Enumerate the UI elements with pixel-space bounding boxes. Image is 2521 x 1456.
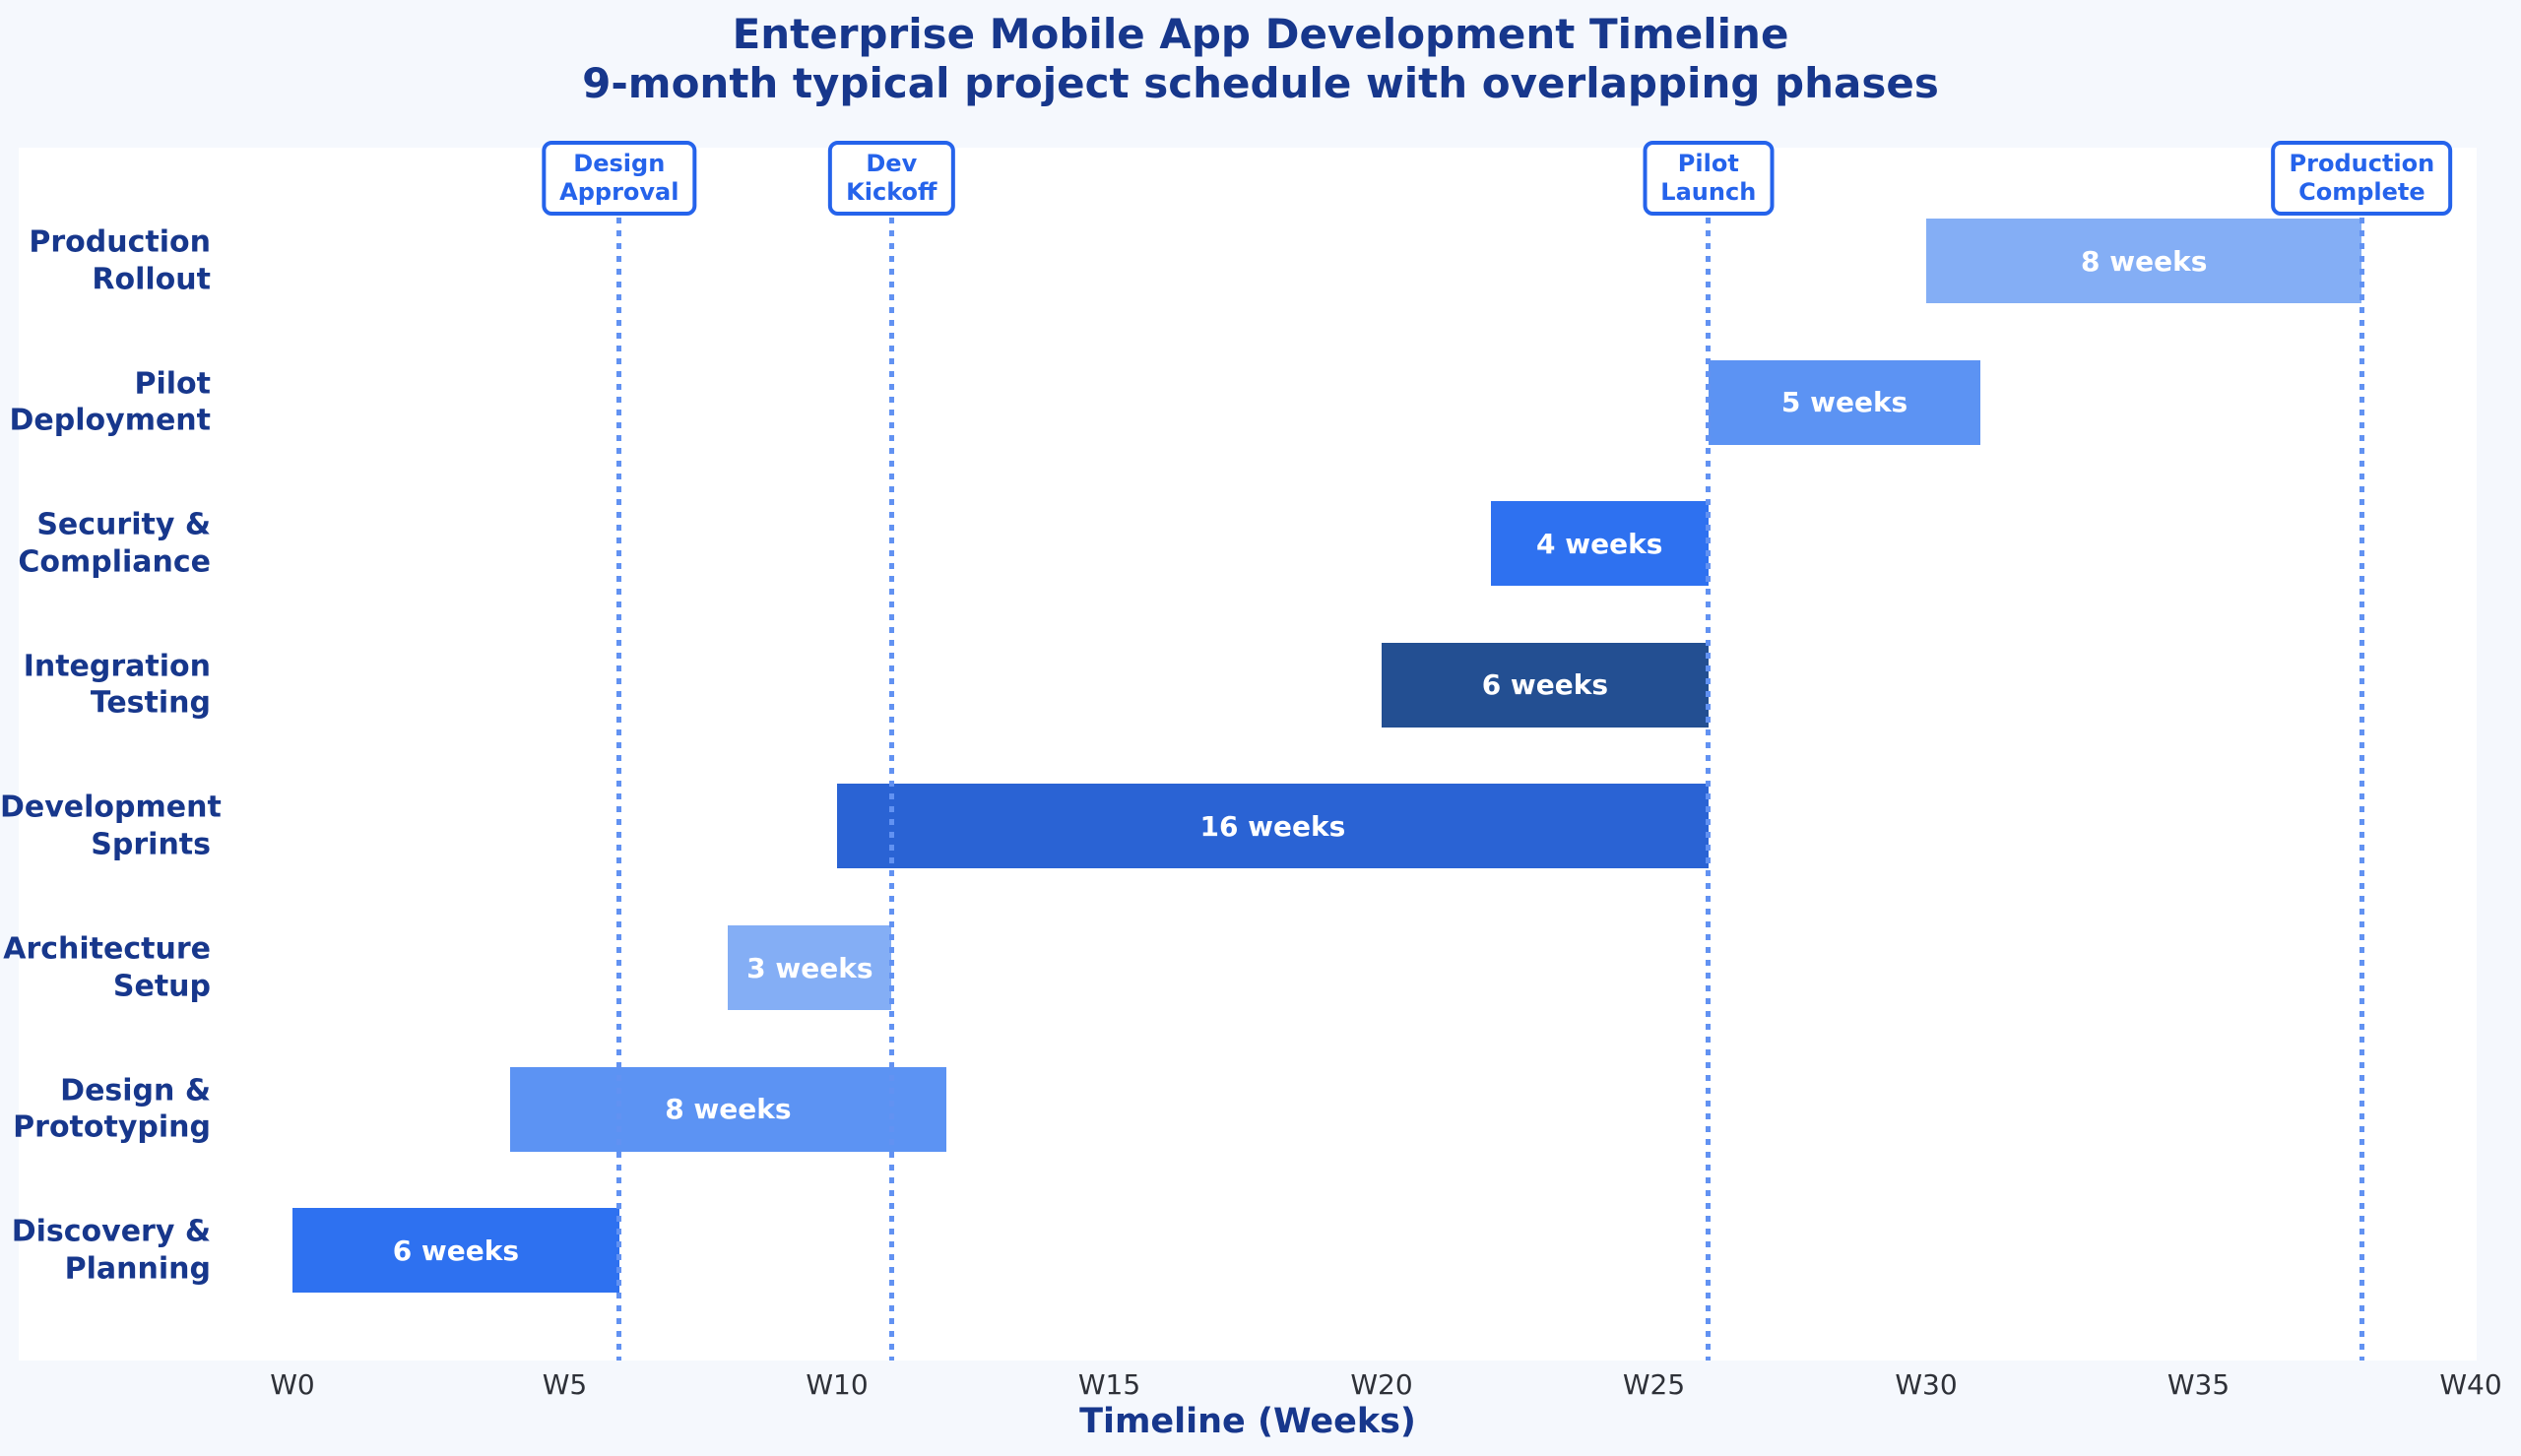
milestone-flag-line: Production (2289, 150, 2435, 177)
x-tick-label: W15 (1077, 1368, 1141, 1401)
milestone-flag: Pilot Launch (1643, 141, 1775, 216)
milestone-flag: Dev Kickoff (828, 141, 955, 216)
milestone-flag-line: Complete (2298, 177, 2425, 206)
category-label: Production Rollout (0, 224, 211, 298)
category-label-line: Sprints (91, 827, 211, 862)
chart-title: Enterprise Mobile App Development Timeli… (732, 10, 1789, 58)
milestone-flag-line: Launch (1660, 177, 1757, 206)
x-tick-label: W10 (806, 1368, 869, 1401)
category-label: Discovery & Planning (0, 1214, 211, 1288)
category-label-line: Compliance (18, 544, 211, 580)
milestone-line (888, 205, 894, 1361)
category-label-line: Pilot (134, 366, 211, 402)
gantt-bar: 4 weeks (1490, 501, 1709, 587)
milestone-line (616, 205, 622, 1361)
x-tick-label: W35 (2166, 1368, 2230, 1401)
gantt-bar: 8 weeks (1926, 219, 2362, 303)
category-label-line: Integration (23, 649, 211, 684)
bar-duration-label: 5 weeks (1780, 386, 1908, 419)
x-tick-label: W30 (1895, 1368, 1958, 1401)
gantt-bar: 3 weeks (728, 925, 892, 1010)
category-label: Development Sprints (0, 790, 222, 863)
milestone-line (2359, 205, 2364, 1361)
gantt-bar: 6 weeks (1382, 642, 1709, 728)
category-label-line: Planning (64, 1251, 211, 1287)
milestone-flag: Production Complete (2271, 141, 2453, 216)
category-label-line: Rollout (92, 262, 211, 296)
x-tick-label: W0 (270, 1368, 315, 1401)
milestone-line (1706, 205, 1712, 1361)
category-label: Security & Compliance (0, 507, 211, 581)
x-tick-label: W25 (1622, 1368, 1686, 1401)
category-label-line: Setup (112, 969, 211, 1003)
milestone-flag-line: Design (573, 150, 666, 177)
bar-duration-label: 16 weeks (1199, 809, 1346, 843)
category-label-line: Development (0, 790, 222, 825)
plot-area (19, 148, 2477, 1361)
chart-title-block: Enterprise Mobile App Development Timeli… (0, 10, 2521, 109)
milestone-flag-line: Dev (866, 150, 918, 177)
category-label: Integration Testing (0, 648, 211, 722)
milestone-flag-line: Approval (559, 177, 679, 206)
bar-duration-label: 3 weeks (746, 951, 873, 984)
milestone-flag-line: Kickoff (846, 177, 937, 206)
bar-duration-label: 8 weeks (2081, 244, 2208, 278)
gantt-bar: 16 weeks (837, 784, 1709, 869)
category-label: Pilot Deployment (0, 365, 211, 439)
gantt-bar: 5 weeks (1708, 359, 1981, 445)
category-label-line: Discovery & (11, 1214, 211, 1249)
x-tick-label: W40 (2439, 1368, 2502, 1401)
bar-duration-label: 6 weeks (1481, 668, 1609, 702)
category-label-line: Architecture (3, 931, 211, 967)
bar-duration-label: 8 weeks (665, 1093, 792, 1126)
category-label-line: Production (29, 224, 211, 260)
milestone-flag: Design Approval (542, 141, 697, 216)
milestone-flag-line: Pilot (1677, 150, 1739, 177)
category-label-line: Testing (90, 685, 211, 721)
x-tick-label: W20 (1350, 1368, 1413, 1401)
category-label-line: Design & (60, 1073, 211, 1108)
bar-duration-label: 6 weeks (392, 1234, 520, 1267)
x-axis-title: Timeline (Weeks) (1079, 1402, 1416, 1441)
category-label-line: Deployment (9, 403, 211, 438)
category-label-line: Security & (36, 507, 211, 542)
category-label: Design & Prototyping (0, 1072, 211, 1146)
gantt-bar: 8 weeks (510, 1066, 946, 1152)
gantt-bar: 6 weeks (292, 1208, 619, 1294)
bar-duration-label: 4 weeks (1536, 527, 1663, 560)
chart-subtitle: 9-month typical project schedule with ov… (582, 59, 1939, 108)
category-label-line: Prototyping (13, 1109, 211, 1145)
x-tick-label: W5 (542, 1368, 588, 1401)
category-label: Architecture Setup (0, 931, 211, 1005)
